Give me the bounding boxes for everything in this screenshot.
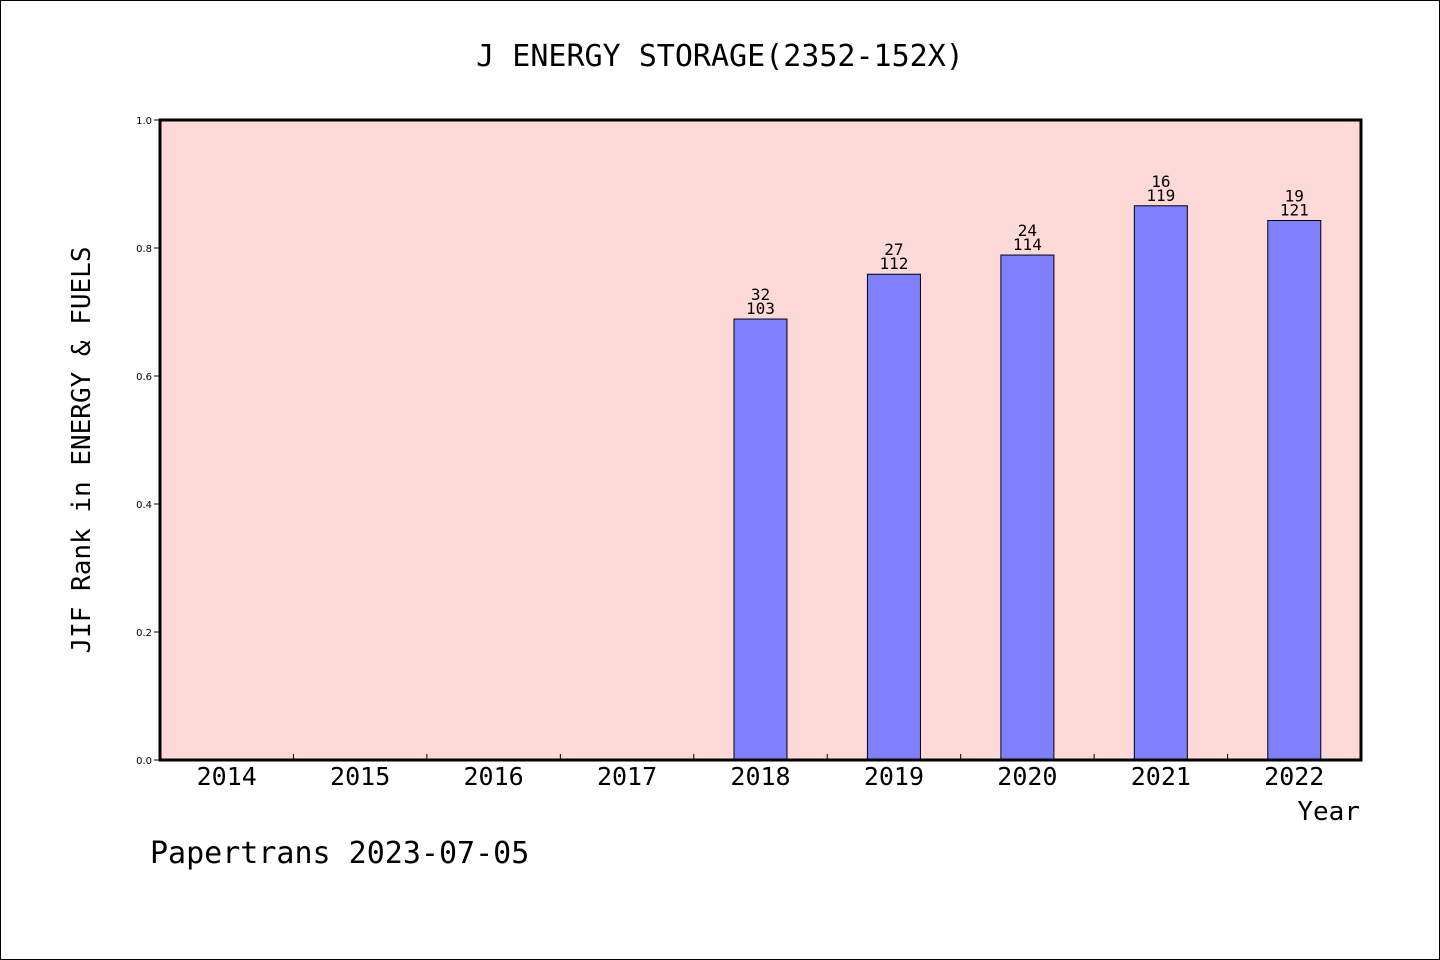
bar-total-label-2018: 103 [746, 299, 775, 318]
bar-total-label-2020: 114 [1013, 235, 1042, 254]
footer-text: Papertrans 2023-07-05 [150, 836, 529, 871]
x-tick-label-2022: 2022 [1264, 762, 1324, 791]
x-tick-label-2016: 2016 [464, 762, 524, 791]
bar-2018 [733, 318, 788, 761]
x-axis-ticks: 2014 2015 2016 2017 2018 2019 2020 2021 2022 [197, 754, 1324, 791]
y-tick-label-0.4: 0.4 [136, 500, 152, 511]
bar-rank-label-2022: 19 [1285, 186, 1304, 205]
plot-border [158, 118, 1363, 762]
y-axis-label: JIF Rank in ENERGY & FUELS [67, 247, 97, 654]
bar-rank-label-2019: 27 [884, 240, 903, 259]
x-tick-label-2018: 2018 [730, 762, 790, 791]
bar-rank-label-2021: 16 [1151, 172, 1170, 191]
bar-2020 [1000, 254, 1055, 761]
x-tick-label-2021: 2021 [1131, 762, 1191, 791]
bar-2019 [866, 273, 921, 761]
chart-title: J ENERGY STORAGE(2352-152X) [476, 39, 964, 74]
y-tick-label-0.2: 0.2 [136, 628, 152, 639]
bar-total-label-2022: 121 [1280, 200, 1309, 219]
bar-total-label-2019: 112 [879, 254, 908, 273]
bars-group [733, 205, 1322, 761]
bar-2021 [1133, 205, 1188, 761]
x-tick-label-2015: 2015 [330, 762, 390, 791]
bar-total-label-2021: 119 [1146, 186, 1175, 205]
x-tick-label-2020: 2020 [997, 762, 1057, 791]
bar-rank-label-2020: 24 [1018, 221, 1037, 240]
x-tick-label-2019: 2019 [864, 762, 924, 791]
x-axis-label: Year [1297, 797, 1360, 827]
bar-2022 [1267, 219, 1322, 761]
y-axis-ticks: 0.0 0.2 0.4 0.6 0.8 1.0 [136, 116, 160, 767]
x-tick-label-2017: 2017 [597, 762, 657, 791]
y-tick-label-0.0: 0.0 [136, 756, 152, 767]
y-tick-label-1.0: 1.0 [136, 116, 152, 127]
y-tick-label-0.6: 0.6 [136, 372, 152, 383]
x-tick-label-2014: 2014 [197, 762, 257, 791]
bar-rank-label-2018: 32 [751, 285, 770, 304]
y-tick-label-0.8: 0.8 [136, 244, 152, 255]
